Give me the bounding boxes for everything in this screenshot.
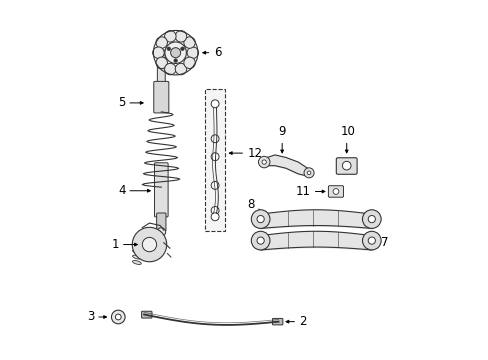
FancyBboxPatch shape [153,81,168,113]
Circle shape [183,37,195,48]
Text: 11: 11 [295,185,310,198]
FancyBboxPatch shape [336,158,356,174]
Circle shape [304,168,313,178]
Text: 9: 9 [278,125,285,138]
Circle shape [164,63,176,75]
Circle shape [362,210,380,228]
Circle shape [211,213,219,221]
Text: 10: 10 [340,125,355,138]
Circle shape [164,31,176,42]
Circle shape [211,153,219,161]
Circle shape [251,231,269,250]
Circle shape [367,237,375,244]
Ellipse shape [157,66,165,68]
Circle shape [211,207,219,215]
Circle shape [258,156,269,168]
FancyBboxPatch shape [156,213,165,231]
Text: 5: 5 [118,96,125,109]
Ellipse shape [132,261,141,265]
Ellipse shape [157,61,165,64]
Text: 1: 1 [111,238,119,251]
Text: 8: 8 [246,198,254,211]
Circle shape [332,189,338,194]
Circle shape [175,63,186,75]
FancyBboxPatch shape [204,89,225,231]
Circle shape [156,37,167,48]
FancyBboxPatch shape [142,311,152,318]
Text: 7: 7 [381,235,388,248]
Circle shape [164,42,186,63]
Circle shape [367,216,375,223]
Ellipse shape [157,53,165,55]
Circle shape [257,237,264,244]
Text: 12: 12 [247,147,262,159]
Circle shape [156,57,167,68]
Circle shape [306,171,310,175]
Circle shape [342,161,350,170]
FancyBboxPatch shape [328,186,343,197]
Circle shape [174,59,177,62]
Circle shape [183,57,195,68]
Text: 2: 2 [299,315,306,328]
Circle shape [167,47,170,50]
Circle shape [181,47,184,50]
Circle shape [175,31,186,42]
Circle shape [152,47,164,58]
Ellipse shape [132,250,141,254]
Circle shape [187,47,198,58]
Circle shape [115,314,121,320]
Circle shape [362,231,380,250]
Circle shape [211,135,219,143]
FancyBboxPatch shape [272,319,282,325]
Ellipse shape [132,255,141,259]
Circle shape [132,227,166,262]
FancyBboxPatch shape [154,163,168,217]
Text: 6: 6 [214,46,222,59]
Text: 3: 3 [87,310,94,324]
Circle shape [170,48,180,58]
Circle shape [157,228,165,236]
Circle shape [211,100,219,108]
Circle shape [251,210,269,228]
Circle shape [262,160,266,164]
Circle shape [211,181,219,189]
Circle shape [142,237,156,252]
FancyBboxPatch shape [157,50,165,84]
Circle shape [257,216,264,223]
Ellipse shape [157,57,165,60]
Circle shape [111,310,125,324]
Text: 4: 4 [118,184,125,197]
